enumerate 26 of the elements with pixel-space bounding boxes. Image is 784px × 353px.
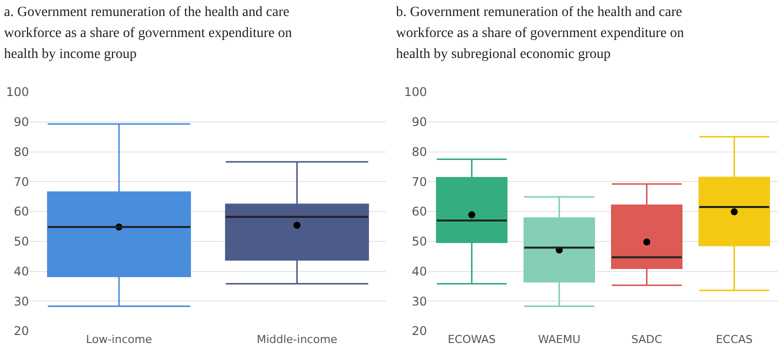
y-tick-label: 90 bbox=[14, 115, 29, 130]
y-tick-label: 90 bbox=[412, 115, 427, 130]
x-tick-label: ECCAS bbox=[716, 333, 753, 346]
y-tick-label: 70 bbox=[412, 174, 427, 189]
y-tick-label: 20 bbox=[14, 324, 29, 338]
y-tick-label: 30 bbox=[412, 294, 427, 308]
chart-title: b. Government remuneration of the health and care workforce as a share of government expenditure on health by subregional economic group bbox=[396, 4, 686, 64]
x-tick-label: WAEMU bbox=[538, 333, 580, 346]
y-tick-label: 60 bbox=[412, 204, 427, 219]
y-tick-label: 60 bbox=[14, 204, 29, 219]
y-tick-label: 50 bbox=[412, 234, 427, 249]
x-tick-label: Low-income bbox=[86, 333, 152, 346]
y-tick-label: 50 bbox=[14, 234, 29, 249]
y-tick-label: 30 bbox=[14, 294, 29, 308]
chart-title: a. Government remuneration of the health and care workforce as a share of government expenditure on health by income group bbox=[4, 4, 294, 64]
x-tick-label: ECOWAS bbox=[448, 333, 496, 346]
y-tick-label: 40 bbox=[14, 264, 29, 278]
y-tick-label: 70 bbox=[14, 174, 29, 189]
y-tick-label: 20 bbox=[412, 324, 427, 338]
y-tick-label: 40 bbox=[412, 264, 427, 278]
y-tick-label: 100 bbox=[404, 85, 427, 100]
y-tick-label: 80 bbox=[14, 144, 29, 159]
y-tick-label: 100 bbox=[6, 85, 29, 100]
y-tick-label: 80 bbox=[412, 144, 427, 159]
x-tick-label: Middle-income bbox=[256, 333, 338, 346]
x-tick-label: SADC bbox=[631, 333, 662, 346]
